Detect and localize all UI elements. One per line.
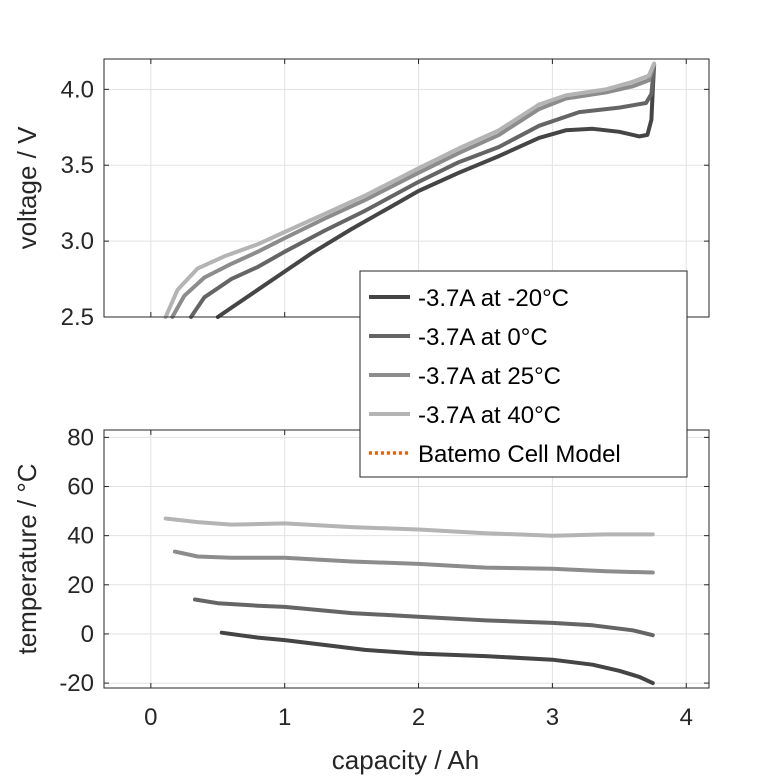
temperature-xlabel: capacity / Ah [332,745,479,775]
temperature-series-3 [163,516,655,538]
voltage-ytick-label-0: 2.5 [61,304,94,331]
temperature-series-1 [193,597,655,638]
temperature-xtick-label-0: 0 [144,704,157,731]
voltage-ytick-label-1: 3.0 [61,228,94,255]
legend-label-4: Batemo Cell Model [418,441,621,468]
temperature-ytick-label-1: 0 [81,621,94,648]
temperature-ytick-label-4: 60 [67,474,94,501]
temperature-xtick-label-1: 1 [278,704,291,731]
legend-label-1: -3.7A at 0°C [418,324,548,351]
legend-label-2: -3.7A at 25°C [418,363,561,390]
temperature-ytick-label-0: -20 [59,670,94,697]
temperature-xtick-label-3: 3 [546,704,559,731]
voltage-series-3 [163,61,657,319]
temperature-ytick-label-2: 20 [67,572,94,599]
temperature-xtick-label-4: 4 [680,704,693,731]
legend-box [359,270,688,478]
voltage-series-1 [189,63,657,319]
voltage-series-0 [215,63,657,319]
temperature-series-0 [219,630,655,686]
legend: -3.7A at -20°C -3.7A at 0°C -3.7A at 25°C -… [359,270,688,478]
temperature-ytick-label-5: 80 [67,424,94,451]
voltage-series-2 [170,63,657,319]
temperature-ylabel: temperature / °C [12,463,42,654]
temperature-series-2 [172,549,655,575]
voltage-ytick-label-3: 4.0 [61,76,94,103]
temperature-ytick-label-3: 40 [67,523,94,550]
legend-label-0: -3.7A at -20°C [418,285,569,312]
voltage-ylabel: voltage / V [12,126,42,250]
temperature-xtick-label-2: 2 [412,704,425,731]
legend-label-3: -3.7A at 40°C [418,402,561,429]
voltage-ytick-label-2: 3.5 [61,152,94,179]
